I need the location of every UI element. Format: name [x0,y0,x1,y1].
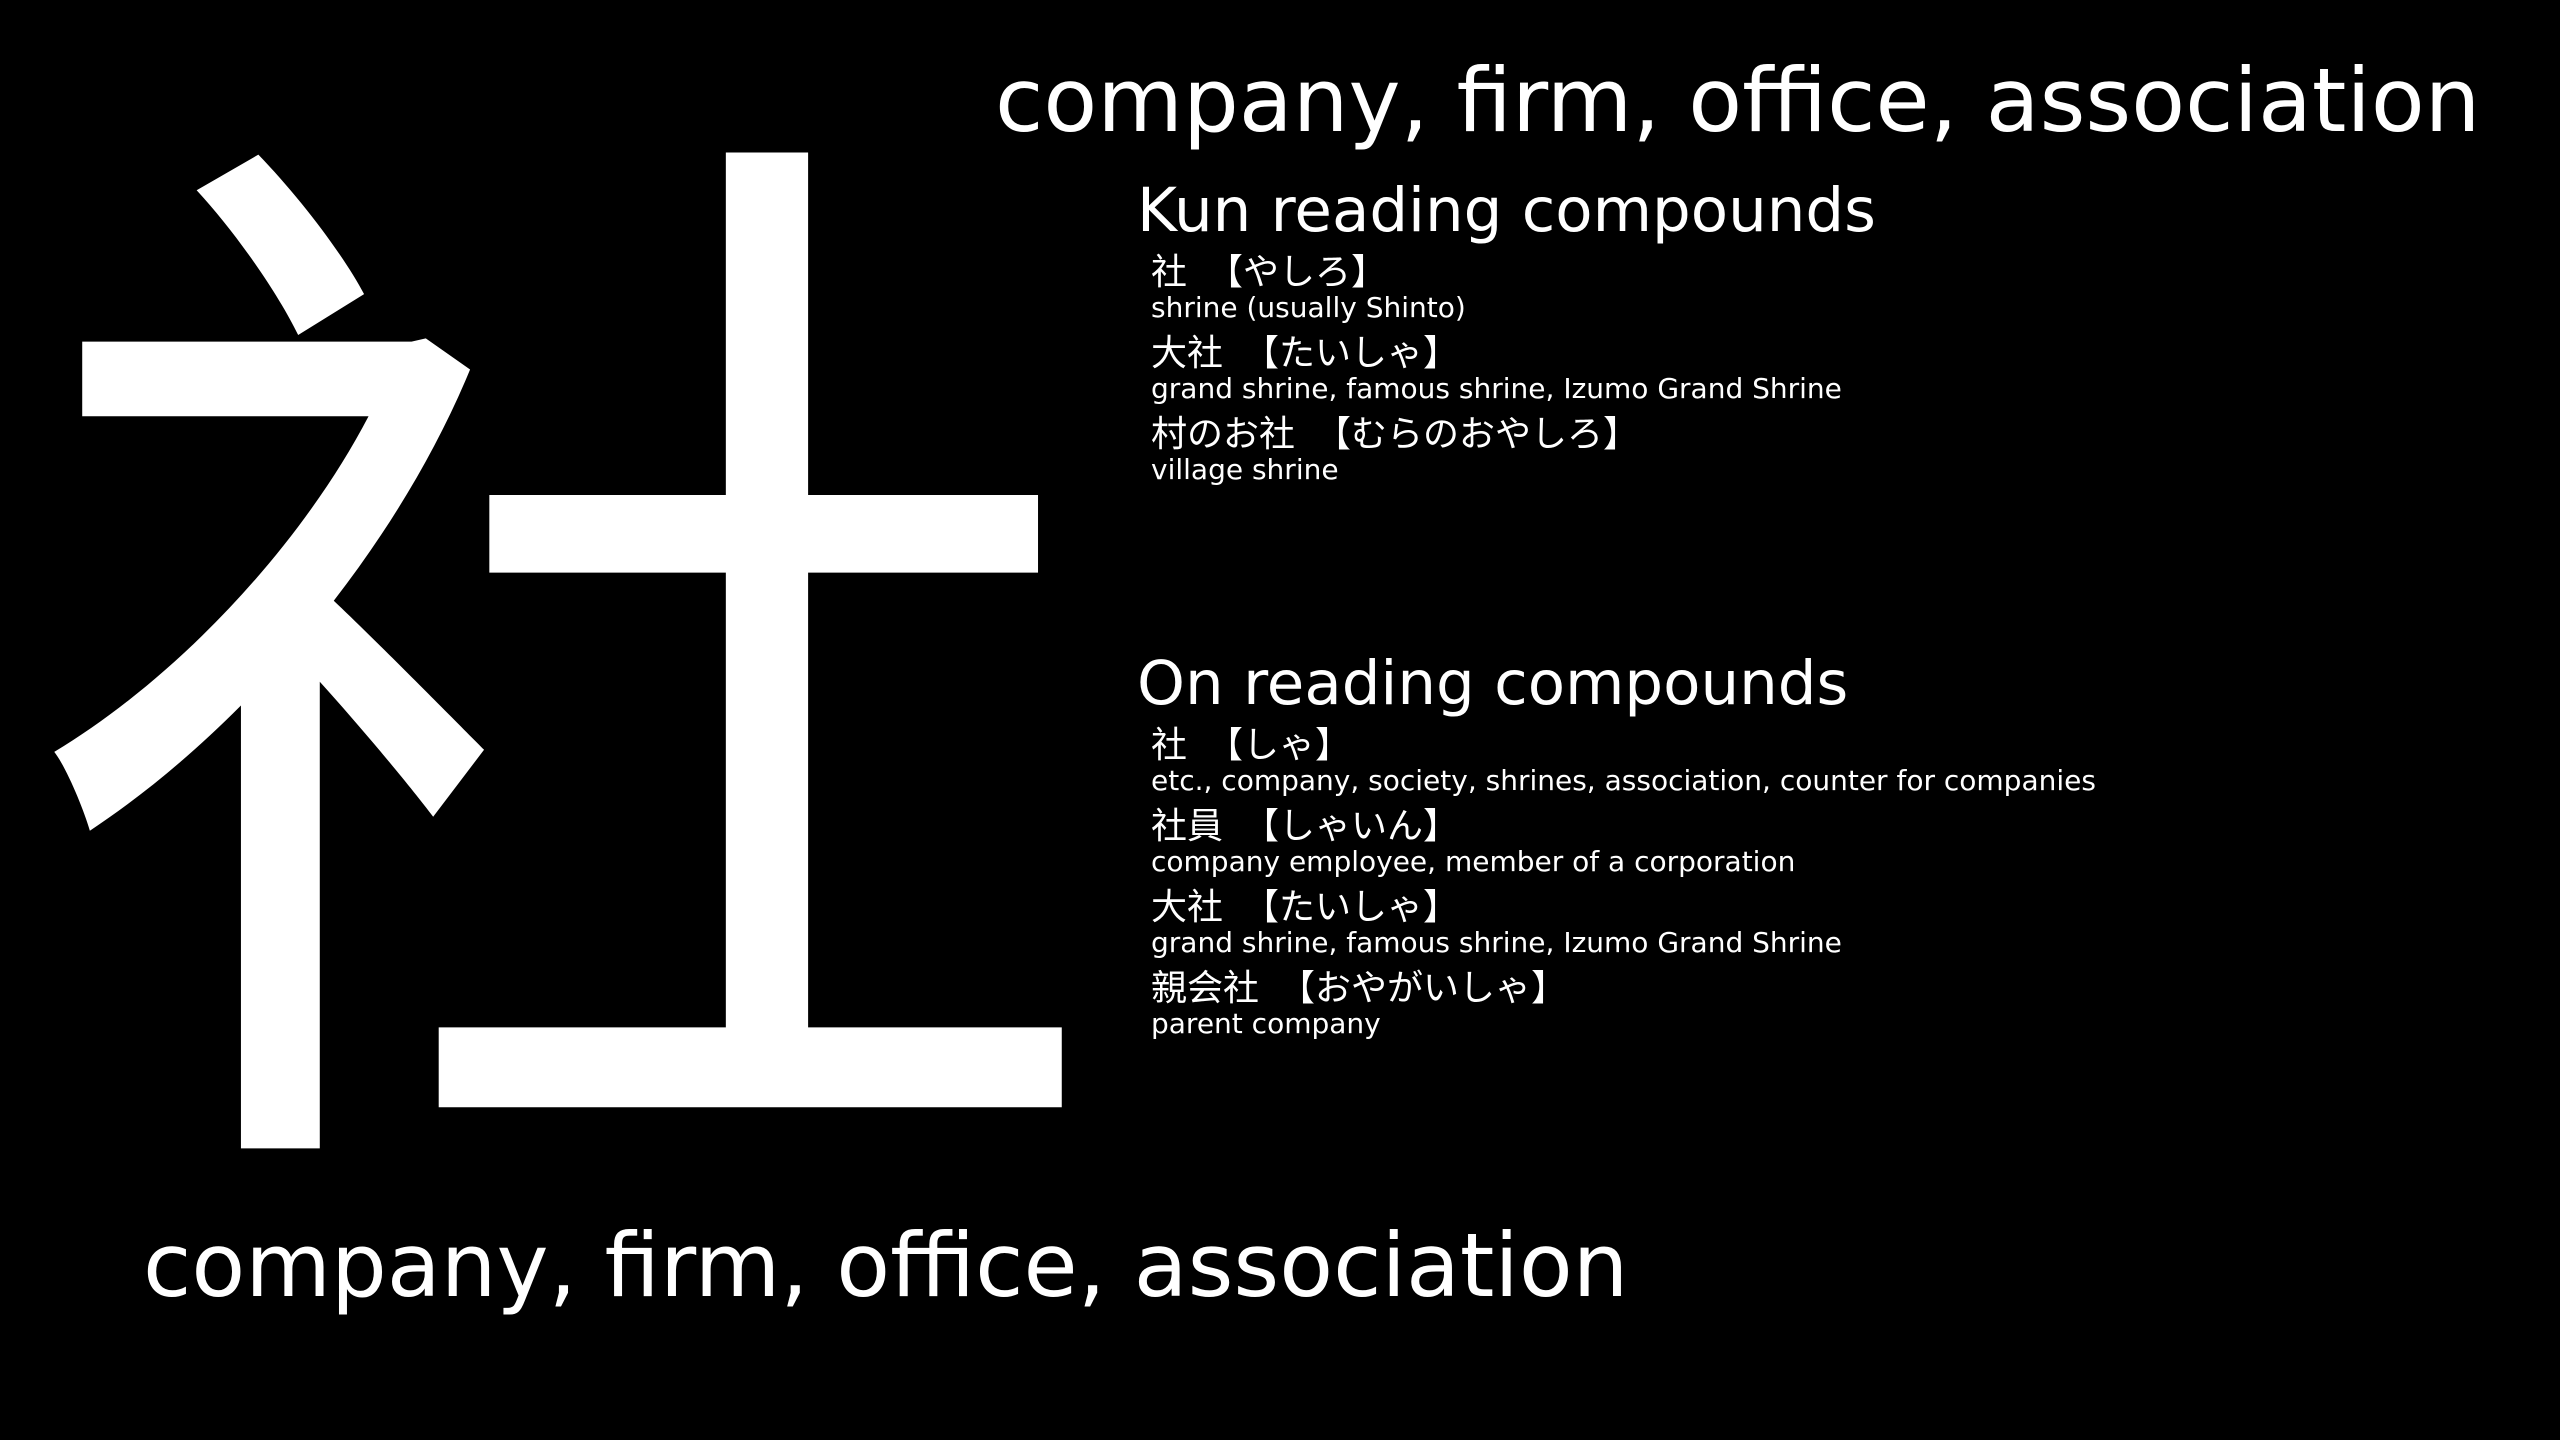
compound-gloss: parent company [1151,1007,1381,1040]
compound-gloss: village shrine [1151,453,1339,486]
compound-gloss: grand shrine, famous shrine, Izumo Grand… [1151,926,1842,959]
compound-word: 親会社 [1151,968,1260,1009]
kanji-character: 社 [25,61,1105,1318]
compound-entry: 社【しゃ】 etc., company, society, shrines, a… [1151,723,2096,804]
compound-gloss: etc., company, society, shrines, associa… [1151,764,2096,797]
on-entry-list: 社【しゃ】 etc., company, society, shrines, a… [1151,723,2096,1047]
compound-reading: 【しゃいん】 [1243,806,1460,847]
on-reading-section: On reading compounds 社【しゃ】 etc., company… [1137,645,2096,1047]
compound-gloss: company employee, member of a corporatio… [1151,845,1796,878]
kun-reading-section: Kun reading compounds 社【やしろ】 shrine (usu… [1137,172,1876,493]
compound-reading: 【たいしゃ】 [1243,333,1460,374]
compound-reading: 【しゃ】 [1207,725,1352,766]
compound-word: 社員 [1151,806,1224,847]
compound-reading: 【むらのおやしろ】 [1315,414,1640,455]
meaning-caption: company, firm, office, association [143,1214,1629,1317]
compound-gloss: shrine (usually Shinto) [1151,291,1466,324]
compound-word: 大社 [1151,333,1224,374]
compound-entry: 村のお社 【むらのおやしろ】 village shrine [1151,412,1876,493]
compound-entry: 社【やしろ】 shrine (usually Shinto) [1151,250,1876,331]
compound-reading: 【おやがいしゃ】 [1279,968,1568,1009]
compound-gloss: grand shrine, famous shrine, Izumo Grand… [1151,372,1842,405]
compound-word: 社 [1151,252,1188,293]
compound-reading: 【やしろ】 [1207,252,1388,293]
compound-word: 社 [1151,725,1188,766]
meaning-heading: company, firm, office, association [995,49,2481,152]
compound-entry: 親会社 【おやがいしゃ】 parent company [1151,966,2096,1047]
compound-entry: 大社 【たいしゃ】 grand shrine, famous shrine, Iz… [1151,885,2096,966]
compound-entry: 社員 【しゃいん】 company employee, member of a c… [1151,804,2096,885]
kun-entry-list: 社【やしろ】 shrine (usually Shinto) 大社 【たいしゃ】 … [1151,250,1876,493]
compound-reading: 【たいしゃ】 [1243,887,1460,928]
compound-word: 大社 [1151,887,1224,928]
kun-section-title: Kun reading compounds [1137,175,1876,246]
compound-word: 村のお社 [1151,414,1296,455]
on-section-title: On reading compounds [1137,648,1849,719]
compound-entry: 大社 【たいしゃ】 grand shrine, famous shrine, Iz… [1151,331,1876,412]
